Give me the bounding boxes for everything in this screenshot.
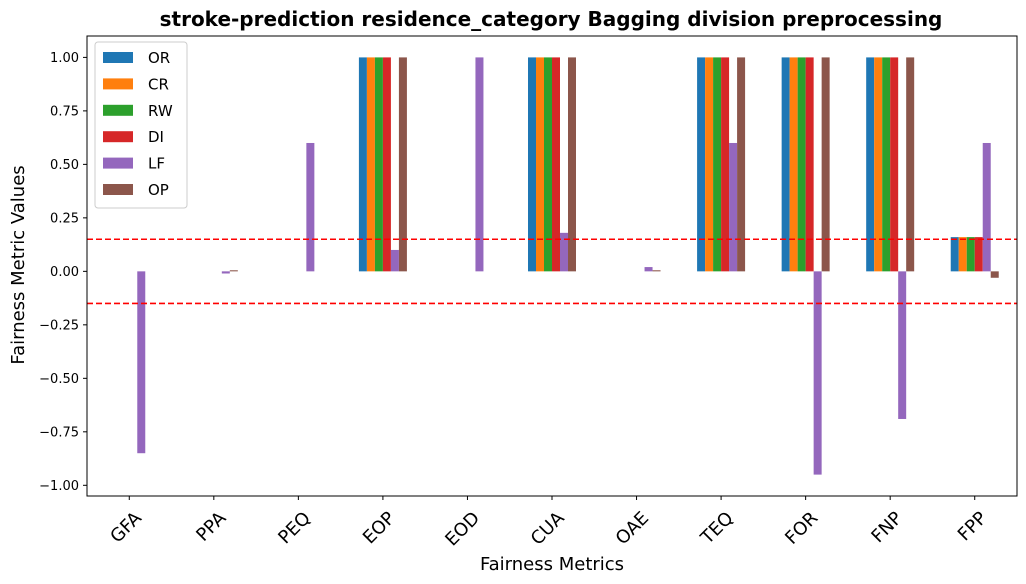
- legend-box: [94, 41, 188, 209]
- y-tick-label: −0.25: [39, 318, 79, 333]
- y-tick-label: 1.00: [50, 51, 79, 66]
- legend-label-rw: RW: [148, 102, 173, 120]
- bar-rw-cua: [544, 57, 552, 272]
- x-tick-label-teq: TEQ: [696, 508, 737, 549]
- bar-di-teq: [721, 57, 730, 272]
- reference-lines: [87, 238, 1017, 305]
- chart-title: stroke-prediction residence_category Bag…: [160, 7, 943, 31]
- bar-op-fpp: [990, 271, 999, 278]
- legend: OR CR RW DI LF OP: [94, 41, 188, 209]
- legend-swatch-rw: [103, 104, 133, 116]
- x-tick-label-for: FOR: [781, 508, 822, 549]
- bar-or-fnp: [866, 57, 875, 272]
- bar-op-teq: [737, 57, 746, 272]
- x-tick-label-gfa: GFA: [106, 507, 146, 547]
- bar-lf-oae: [644, 267, 653, 272]
- bar-rw-fpp: [966, 237, 975, 272]
- bar-lf-fpp: [982, 142, 991, 272]
- bar-rw-for: [797, 57, 806, 272]
- bar-or-fpp: [950, 237, 959, 272]
- bar-rw-fnp: [882, 57, 891, 272]
- bar-cr-fnp: [874, 57, 883, 272]
- bar-op-for: [821, 57, 830, 272]
- bar-or-for: [781, 57, 790, 272]
- x-axis-label: Fairness Metrics: [480, 554, 624, 575]
- y-tick-label: 0.50: [50, 158, 79, 173]
- legend-label-cr: CR: [148, 75, 169, 93]
- bar-cr-for: [789, 57, 798, 272]
- x-axis: GFA PPA PEQ EOP EOD CUA OAE TEQ FOR FNP FPP: [106, 496, 991, 550]
- bar-di-eop: [382, 57, 391, 272]
- legend-swatch-cr: [103, 78, 133, 90]
- bar-op-fnp: [906, 57, 915, 272]
- bar-cr-cua: [536, 57, 544, 272]
- bar-or-eop: [358, 57, 367, 272]
- y-axis: −1.00 −0.75 −0.50 −0.25 0.00 0.25 0.50 0.75 1.00: [39, 51, 87, 494]
- legend-label-or: OR: [148, 49, 170, 67]
- legend-swatch-op: [103, 184, 133, 195]
- bar-op-eop: [398, 57, 407, 272]
- y-tick-label: 0.25: [50, 211, 79, 226]
- bar-lf-eod: [475, 57, 484, 272]
- y-tick-label: −0.50: [39, 372, 79, 387]
- legend-swatch-di: [103, 131, 133, 143]
- bar-lf-gfa: [137, 271, 146, 454]
- bar-di-fpp: [974, 237, 983, 272]
- bar-cr-fpp: [958, 237, 967, 272]
- x-tick-label-fnp: FNP: [867, 508, 906, 547]
- bar-di-fnp: [890, 57, 899, 272]
- legend-swatch-lf: [103, 157, 133, 169]
- x-tick-label-ppa: PPA: [192, 507, 231, 546]
- bar-or-cua: [528, 57, 536, 272]
- bar-lf-for: [813, 271, 822, 475]
- bar-di-cua: [552, 57, 560, 272]
- bar-lf-cua: [560, 232, 568, 272]
- x-tick-label-peq: PEQ: [274, 508, 315, 549]
- y-tick-label: −0.75: [39, 425, 79, 440]
- bar-lf-peq: [306, 142, 315, 272]
- bar-lf-ppa: [221, 271, 230, 274]
- y-axis-label: Fairness Metric Values: [8, 165, 29, 364]
- legend-swatch-or: [103, 52, 133, 63]
- bar-op-cua: [568, 57, 576, 272]
- y-tick-label: 0.75: [50, 104, 79, 119]
- y-tick-label: −1.00: [39, 479, 79, 494]
- bar-lf-teq: [729, 142, 738, 272]
- bar-rw-eop: [374, 57, 383, 272]
- legend-label-di: DI: [148, 128, 164, 146]
- bar-lf-fnp: [898, 271, 907, 419]
- bar-lf-eop: [390, 249, 399, 272]
- bar-di-for: [805, 57, 814, 272]
- bar-cr-teq: [705, 57, 714, 272]
- x-tick-label-eop: EOP: [359, 508, 400, 549]
- y-tick-label: 0.00: [50, 265, 79, 280]
- x-tick-label-fpp: FPP: [954, 508, 992, 546]
- x-tick-label-oae: OAE: [612, 508, 653, 549]
- bar-cr-eop: [366, 57, 375, 272]
- bar-or-teq: [697, 57, 706, 272]
- bar-rw-teq: [713, 57, 722, 272]
- legend-label-lf: LF: [148, 155, 165, 173]
- bar-op-ppa: [229, 270, 238, 272]
- x-tick-label-cua: CUA: [527, 507, 569, 549]
- plot-area: [137, 57, 999, 475]
- legend-label-op: OP: [148, 181, 169, 199]
- bar-op-oae: [652, 270, 661, 272]
- x-tick-label-eod: EOD: [441, 508, 484, 551]
